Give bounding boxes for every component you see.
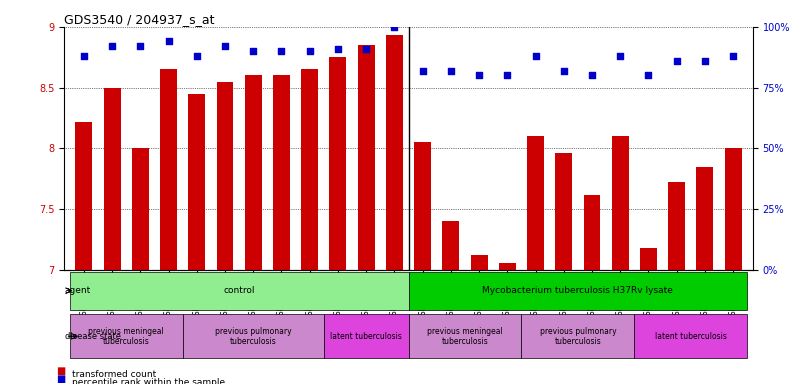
Point <box>501 73 513 79</box>
Text: control: control <box>223 286 255 295</box>
Bar <box>188 94 205 384</box>
Point <box>332 46 344 52</box>
Text: agent: agent <box>65 286 91 295</box>
Bar <box>471 255 488 384</box>
Point <box>614 53 626 59</box>
Point <box>275 48 288 54</box>
Text: previous meningeal
tuberculosis: previous meningeal tuberculosis <box>88 326 164 346</box>
Point <box>219 43 231 50</box>
Text: previous pulmonary
tuberculosis: previous pulmonary tuberculosis <box>215 326 292 346</box>
Point <box>670 58 683 64</box>
Point <box>557 68 570 74</box>
Bar <box>725 148 742 384</box>
Bar <box>75 122 92 384</box>
Point <box>304 48 316 54</box>
Point <box>191 53 203 59</box>
Point <box>360 46 372 52</box>
Text: transformed count: transformed count <box>72 370 156 379</box>
Bar <box>301 70 318 384</box>
Bar <box>329 57 346 384</box>
Text: percentile rank within the sample: percentile rank within the sample <box>72 377 225 384</box>
Text: Mycobacterium tuberculosis H37Rv lysate: Mycobacterium tuberculosis H37Rv lysate <box>482 286 674 295</box>
Bar <box>273 76 290 384</box>
Bar <box>216 81 233 384</box>
Bar <box>414 142 431 384</box>
Point <box>529 53 542 59</box>
Bar <box>555 153 572 384</box>
FancyBboxPatch shape <box>634 314 747 359</box>
Point <box>388 24 400 30</box>
FancyBboxPatch shape <box>324 314 409 359</box>
Bar <box>160 70 177 384</box>
FancyBboxPatch shape <box>409 314 521 359</box>
Text: ■: ■ <box>56 366 66 376</box>
Text: disease state: disease state <box>65 332 121 341</box>
Point <box>698 58 711 64</box>
Bar <box>499 263 516 384</box>
Point <box>134 43 147 50</box>
FancyBboxPatch shape <box>70 272 409 310</box>
Bar <box>612 136 629 384</box>
Bar <box>245 76 262 384</box>
Text: latent tuberculosis: latent tuberculosis <box>655 332 727 341</box>
FancyBboxPatch shape <box>409 272 747 310</box>
Bar <box>697 167 714 384</box>
Bar <box>640 248 657 384</box>
Bar <box>132 148 149 384</box>
Bar <box>442 221 459 384</box>
Text: GDS3540 / 204937_s_at: GDS3540 / 204937_s_at <box>64 13 215 26</box>
Bar <box>584 195 601 384</box>
Point <box>417 68 429 74</box>
Bar <box>386 35 403 384</box>
Text: previous meningeal
tuberculosis: previous meningeal tuberculosis <box>427 326 503 346</box>
Point <box>162 38 175 45</box>
Text: latent tuberculosis: latent tuberculosis <box>330 332 402 341</box>
Point <box>247 48 260 54</box>
Bar <box>358 45 375 384</box>
Bar <box>668 182 685 384</box>
Point <box>586 73 598 79</box>
Point <box>445 68 457 74</box>
FancyBboxPatch shape <box>183 314 324 359</box>
Bar <box>527 136 544 384</box>
Point <box>642 73 655 79</box>
Point <box>106 43 119 50</box>
FancyBboxPatch shape <box>70 314 183 359</box>
Point <box>78 53 91 59</box>
Text: previous pulmonary
tuberculosis: previous pulmonary tuberculosis <box>540 326 616 346</box>
Text: ■: ■ <box>56 374 66 384</box>
Bar <box>103 88 120 384</box>
Point <box>473 73 485 79</box>
FancyBboxPatch shape <box>521 314 634 359</box>
Point <box>727 53 739 59</box>
